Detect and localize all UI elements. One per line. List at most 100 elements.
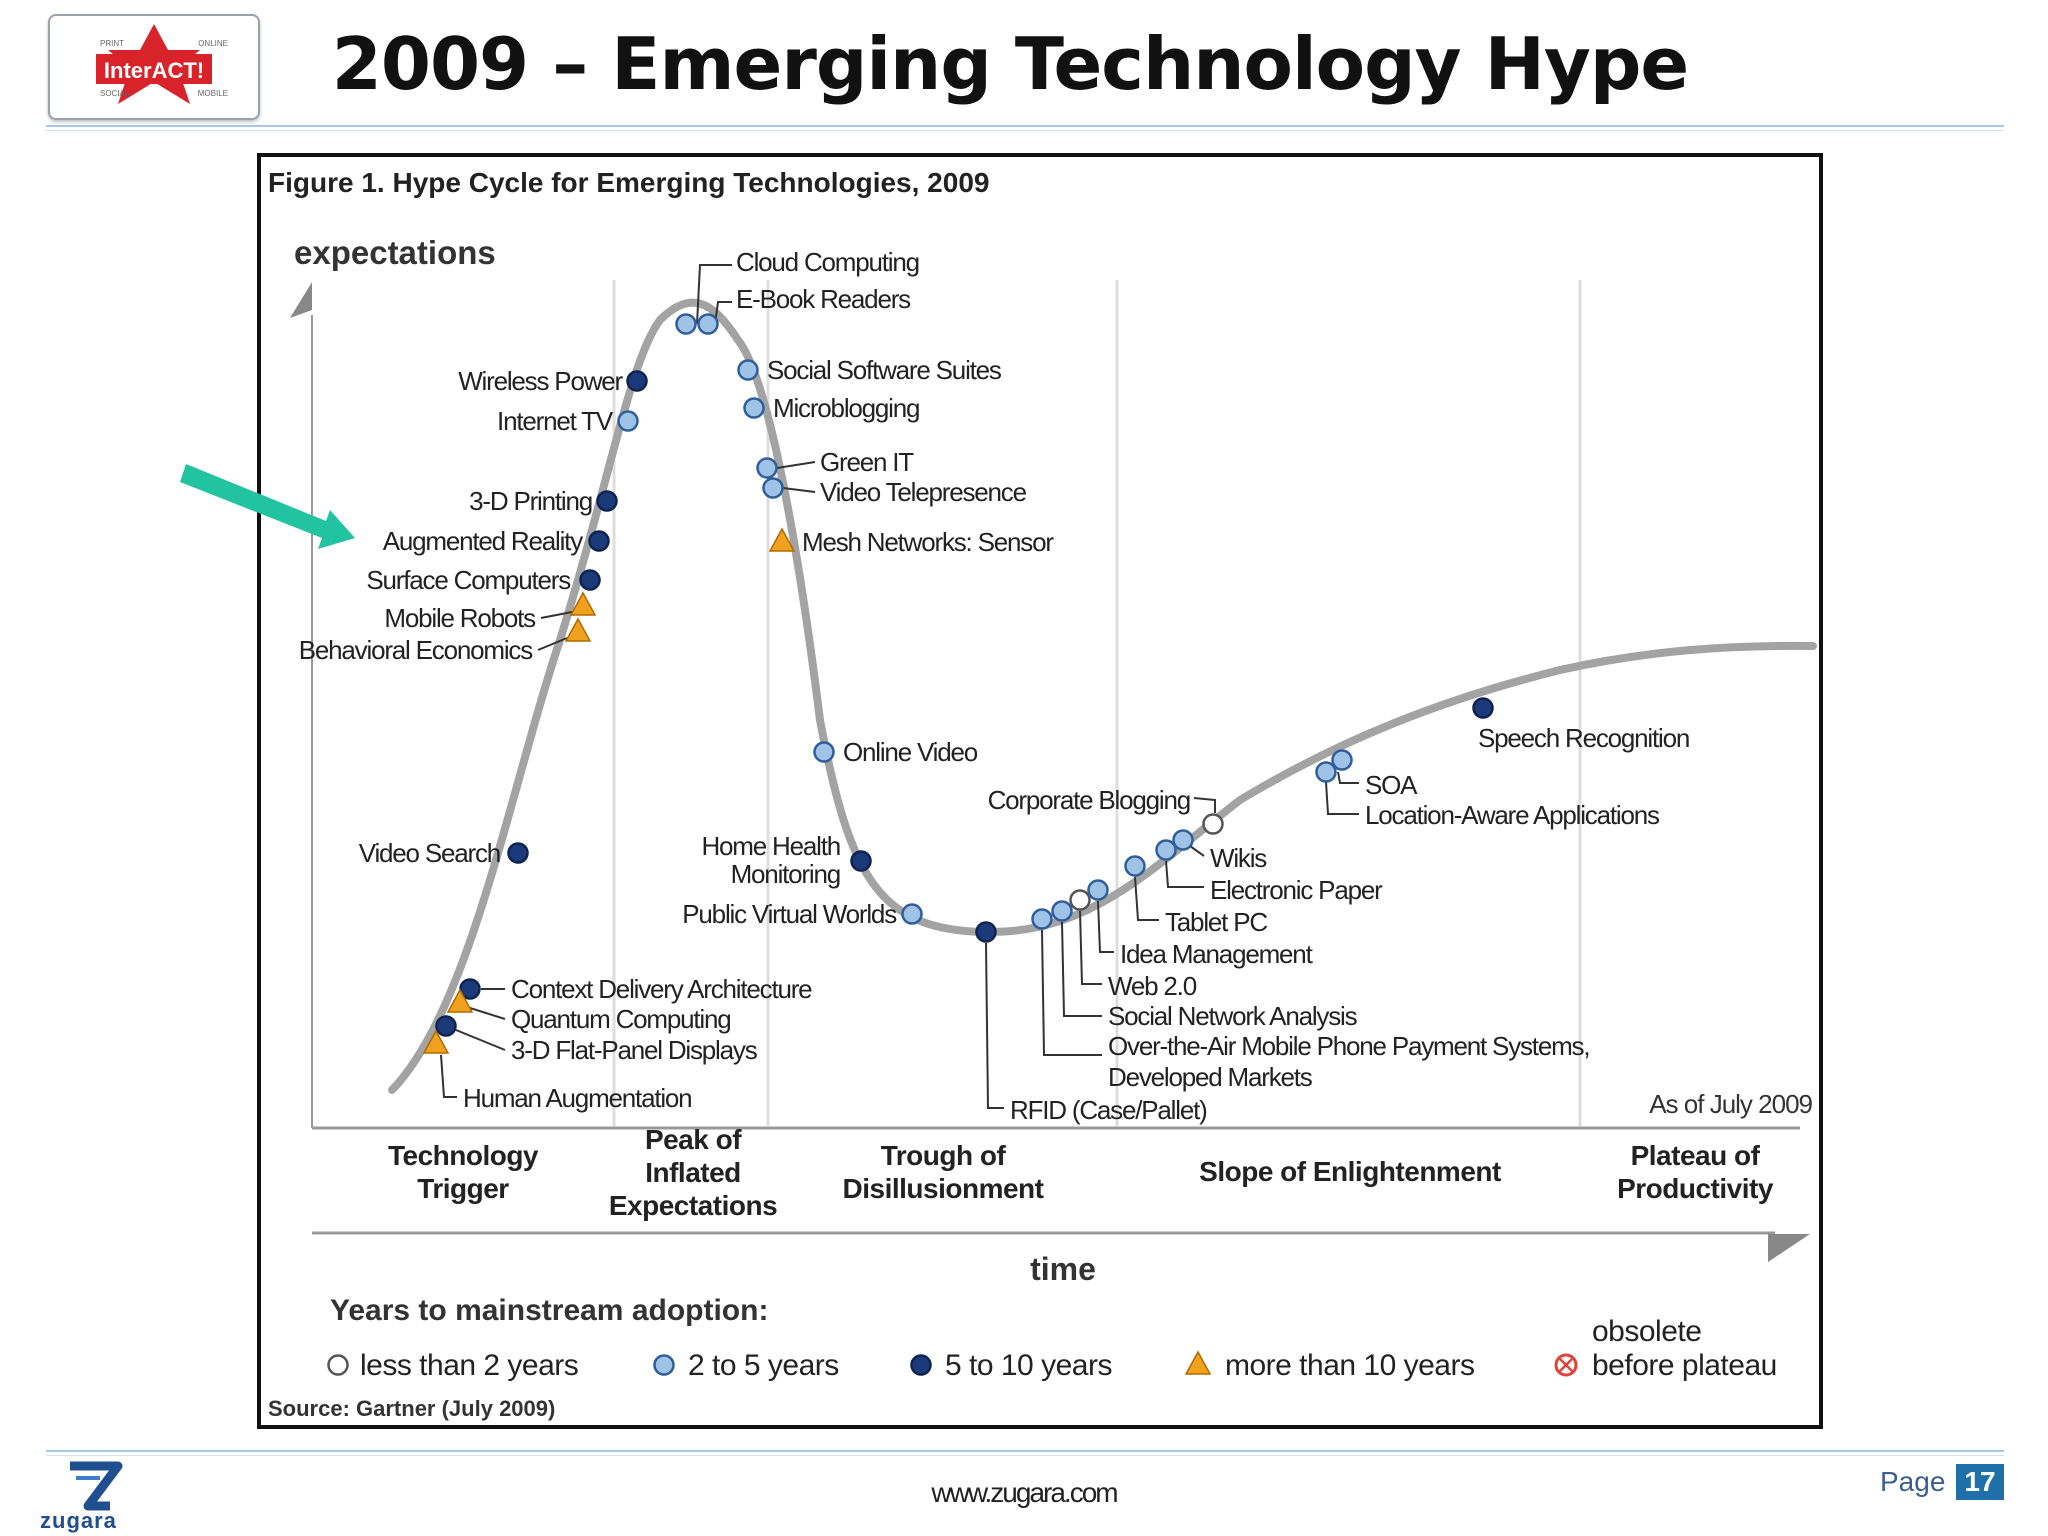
phase-label-line: Trigger bbox=[417, 1173, 509, 1204]
legend: less than 2 years 2 to 5 years 5 to 10 yea… bbox=[327, 1315, 1777, 1382]
tech-label-line: Wikis bbox=[1210, 843, 1267, 873]
tech-label-behavioral-economics: Behavioral Economics bbox=[299, 635, 533, 665]
marker-web-2-0 bbox=[1069, 889, 1091, 911]
legend-symbol-obsolete-before-plateau bbox=[1554, 1353, 1578, 1377]
tech-label-green-it: Green IT bbox=[820, 447, 914, 477]
tech-label-line: Cloud Computing bbox=[736, 247, 919, 277]
legend-label-line: more than 10 years bbox=[1225, 1349, 1474, 1382]
tech-label-line: Behavioral Economics bbox=[299, 635, 533, 665]
phase-label-trough-of-disillusionment: Trough of Disillusionment bbox=[843, 1140, 1044, 1204]
marker-social-network-analysis bbox=[1051, 900, 1073, 922]
zugara-logo-icon bbox=[70, 1461, 123, 1511]
tech-label-line: Online Video bbox=[843, 737, 978, 767]
marker-cloud-computing bbox=[675, 313, 697, 335]
x-axis-label: time bbox=[1030, 1251, 1096, 1287]
marker-e-book-readers bbox=[697, 313, 719, 335]
logo-top-right: ONLINE bbox=[198, 39, 228, 48]
marker-idea-management bbox=[1087, 879, 1109, 901]
legend-label-line: 2 to 5 years bbox=[688, 1349, 839, 1382]
logo-band bbox=[96, 54, 212, 84]
tech-label-line: 3-D Flat-Panel Displays bbox=[511, 1035, 758, 1065]
tech-label-cloud-computing: Cloud Computing bbox=[736, 247, 919, 277]
leader-line-idea-management bbox=[1097, 900, 1114, 953]
tech-label-line: Developed Markets bbox=[1108, 1062, 1313, 1092]
tech-label-idea-management: Idea Management bbox=[1120, 939, 1314, 969]
marker-soa bbox=[1315, 761, 1337, 783]
legend-label-2-to-5-years: 2 to 5 years bbox=[688, 1349, 839, 1382]
tech-label-3-d-printing: 3-D Printing bbox=[469, 486, 592, 516]
legend-label-more-than-10-years: more than 10 years bbox=[1225, 1349, 1474, 1382]
phase-label-technology-trigger: Technology Trigger bbox=[388, 1140, 539, 1204]
tech-label-line: 3-D Printing bbox=[469, 486, 592, 516]
leader-line-electronic-paper bbox=[1165, 860, 1204, 888]
marker-location-aware-applications bbox=[1331, 749, 1353, 771]
tech-label-line: Augmented Reality bbox=[383, 526, 583, 556]
marker-surface-computers bbox=[579, 569, 601, 591]
tech-label-line: Public Virtual Worlds bbox=[682, 899, 897, 929]
tech-label-line: Home Health bbox=[701, 831, 840, 861]
tech-label-corporate-blogging: Corporate Blogging bbox=[988, 785, 1190, 815]
marker-3-d-printing bbox=[596, 490, 618, 512]
page-label: Page bbox=[1880, 1466, 1946, 1497]
leader-line-social-network-analysis bbox=[1061, 921, 1102, 1017]
tech-label-mobile-robots: Mobile Robots bbox=[384, 603, 536, 633]
tech-label-context-delivery-architecture: Context Delivery Architecture bbox=[511, 974, 812, 1004]
tech-label-line: Corporate Blogging bbox=[988, 785, 1190, 815]
y-axis-arrowhead bbox=[290, 282, 312, 318]
tech-label-line: Mobile Robots bbox=[384, 603, 536, 633]
phase-label-line: Expectations bbox=[609, 1190, 777, 1221]
tech-label-line: Monitoring bbox=[731, 859, 840, 889]
legend-symbol-less-than-2-years bbox=[327, 1354, 349, 1376]
figure-source: Source: Gartner (July 2009) bbox=[268, 1396, 555, 1421]
header-divider bbox=[46, 125, 2004, 127]
phase-label-line: Trough of bbox=[881, 1140, 1007, 1171]
tech-label-line: SOA bbox=[1365, 770, 1418, 800]
tech-label-line: Over-the-Air Mobile Phone Payment System… bbox=[1108, 1031, 1589, 1061]
marker-video-search bbox=[507, 842, 529, 864]
marker-mesh-networks-sensor bbox=[768, 527, 796, 552]
legend-label-obsolete-before-plateau: obsolete before plateau bbox=[1592, 1315, 1777, 1382]
phase-label-line: Plateau of bbox=[1631, 1140, 1761, 1171]
leader-line-3-d-flat-panel-displays bbox=[455, 1029, 506, 1051]
hype-cycle-curve bbox=[388, 298, 1817, 1094]
tech-label-video-telepresence: Video Telepresence bbox=[820, 477, 1027, 507]
phase-label-peak-of-inflated-expectations: Peak of Inflated Expectations bbox=[609, 1124, 777, 1221]
phase-label-line: Productivity bbox=[1617, 1173, 1774, 1204]
marker-mobile-robots bbox=[569, 591, 597, 616]
tech-label-video-search: Video Search bbox=[359, 838, 500, 868]
tech-label-tablet-pc: Tablet PC bbox=[1165, 907, 1267, 937]
tech-label-line: Tablet PC bbox=[1165, 907, 1267, 937]
leader-line-rfid-case-pallet bbox=[985, 942, 1004, 1109]
tech-label-line: Video Telepresence bbox=[820, 477, 1027, 507]
tech-label-line: Wireless Power bbox=[458, 366, 623, 396]
legend-symbol-2-to-5-years bbox=[653, 1354, 675, 1376]
legend-label-line: less than 2 years bbox=[360, 1349, 578, 1382]
marker-wikis bbox=[1172, 829, 1194, 851]
page-number: 17 bbox=[1956, 1464, 2004, 1500]
leader-line-web-2-0 bbox=[1079, 910, 1102, 985]
footer-url[interactable]: www.zugara.com bbox=[931, 1477, 1118, 1508]
leader-line-behavioral-economics bbox=[537, 637, 568, 651]
footer-divider bbox=[46, 1450, 2004, 1452]
leader-line-mobile-robots bbox=[540, 611, 573, 619]
tech-label-mesh-networks-sensor: Mesh Networks: Sensor bbox=[802, 527, 1054, 557]
legend-label-line: obsolete bbox=[1592, 1315, 1701, 1348]
marker-home-health-monitoring bbox=[850, 850, 872, 872]
marker-video-telepresence bbox=[762, 477, 784, 499]
tech-label-line: Microblogging bbox=[773, 393, 919, 423]
as-of-date: As of July 2009 bbox=[1649, 1089, 1812, 1119]
phase-label-line: Slope of Enlightenment bbox=[1199, 1156, 1501, 1187]
marker-social-software-suites bbox=[737, 359, 759, 381]
marker-corporate-blogging bbox=[1202, 813, 1224, 835]
marker-augmented-reality bbox=[588, 530, 610, 552]
tech-label-line: Social Software Suites bbox=[767, 355, 1002, 385]
marker-internet-tv bbox=[617, 410, 639, 432]
tech-label-line: Location-Aware Applications bbox=[1365, 800, 1660, 830]
hype-cycle-figure: Figure 1. Hype Cycle for Emerging Techno… bbox=[257, 153, 1823, 1429]
tech-label-line: Green IT bbox=[820, 447, 914, 477]
phase-label-line: Technology bbox=[388, 1140, 539, 1171]
logo-name: InterACT! bbox=[104, 58, 204, 83]
logo-top-left: PRINT bbox=[100, 39, 124, 48]
tech-label-microblogging: Microblogging bbox=[773, 393, 919, 423]
highlight-arrow bbox=[180, 464, 355, 549]
